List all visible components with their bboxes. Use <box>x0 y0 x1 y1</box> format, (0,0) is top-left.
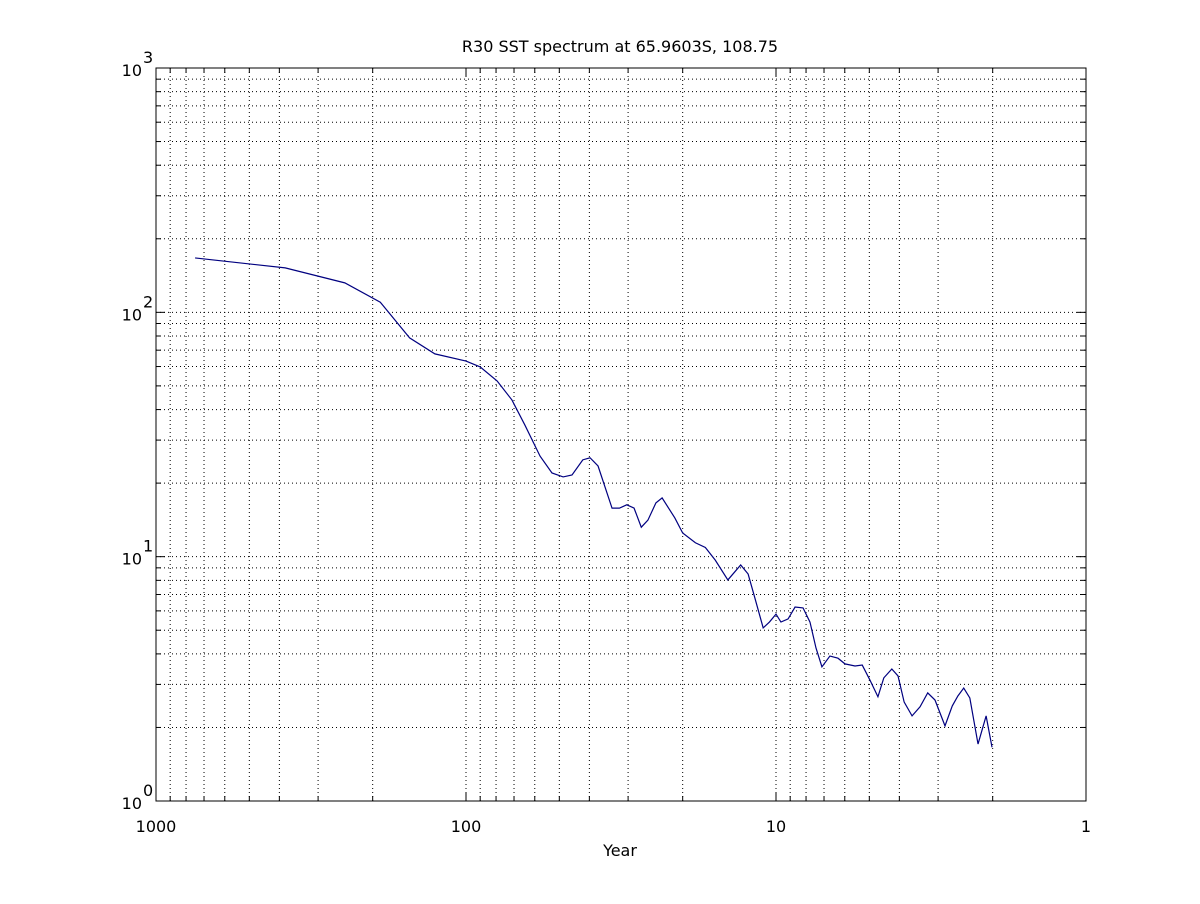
y-tick-exponent: 3 <box>143 48 153 67</box>
y-tick-exponent: 2 <box>143 292 153 311</box>
x-tick-label: 100 <box>451 817 482 836</box>
x-axis-label: Year <box>602 841 637 860</box>
y-tick-label: 10 <box>122 794 142 813</box>
chart-title: R30 SST spectrum at 65.9603S, 108.75 <box>462 37 778 56</box>
plot-frame <box>155 67 1087 802</box>
y-tick-exponent: 1 <box>143 537 153 556</box>
data-line <box>195 257 993 748</box>
x-tick-label: 1 <box>1081 817 1091 836</box>
y-tick-label: 10 <box>122 61 142 80</box>
x-tick-label: 1000 <box>136 817 177 836</box>
y-tick-label: 10 <box>122 305 142 324</box>
y-tick-exponent: 0 <box>143 781 153 800</box>
y-tick-label: 10 <box>122 550 142 569</box>
x-tick-label: 10 <box>766 817 786 836</box>
